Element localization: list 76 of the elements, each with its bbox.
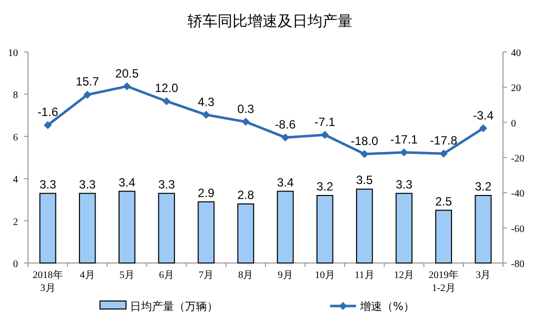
data-label: -7.1: [314, 114, 336, 129]
x-tick-label: 9月: [278, 270, 293, 281]
data-label: 2.8: [237, 188, 254, 202]
y2-tick-label: 20: [511, 83, 521, 94]
point: [122, 82, 131, 90]
point: [242, 118, 250, 126]
x-tick-label: 5月: [119, 270, 134, 281]
bar: [198, 201, 215, 264]
point: [44, 121, 52, 130]
chart-title: 轿车同比增速及日均产量: [188, 12, 352, 30]
y2-tick-label: 0: [511, 118, 516, 130]
data-label: 3.3: [158, 177, 176, 192]
y-tick-label: 10: [8, 48, 18, 59]
point: [202, 110, 210, 119]
data-label: 2.9: [198, 186, 215, 200]
x-tick-label: 10月: [314, 270, 335, 281]
data-label: 3.3: [396, 177, 413, 192]
y-tick-label: 6: [13, 132, 18, 144]
data-label: 15.7: [76, 74, 100, 89]
data-label: 3.2: [316, 179, 334, 194]
legend-label: 增速（%）: [359, 300, 414, 313]
y-tick-label: 8: [13, 90, 18, 102]
data-label: 3.5: [356, 173, 374, 188]
x-tick-label: 7月: [198, 270, 214, 281]
y2-tick-label: -80: [511, 259, 524, 270]
bar: [118, 190, 136, 264]
bar: [39, 192, 56, 264]
bar: [276, 190, 294, 264]
data-label: -17.1: [390, 132, 418, 146]
point: [162, 97, 171, 106]
y-tick-label: 2: [13, 216, 18, 228]
data-label: 3.3: [39, 177, 56, 192]
bar: [237, 203, 254, 264]
x-tick-label: 3月: [476, 270, 491, 281]
x-tick-label: 11月: [354, 270, 374, 281]
y-tick-label: 0: [13, 259, 18, 270]
data-label: 2.5: [435, 194, 452, 208]
data-label: -3.4: [472, 108, 494, 122]
data-label: -17.8: [430, 134, 458, 148]
y2-tick-label: 40: [511, 48, 521, 59]
legend-label: 日均产量（万辆）: [130, 300, 218, 313]
data-label: 4.3: [198, 94, 215, 109]
data-label: -18.0: [350, 134, 378, 148]
data-label: -1.6: [37, 105, 58, 120]
data-label: 3.2: [474, 179, 492, 194]
data-label: 12.0: [154, 81, 179, 96]
y2-tick-label: -20: [511, 154, 524, 164]
bar: [435, 210, 452, 264]
bar: [158, 192, 175, 264]
point: [440, 150, 448, 158]
x-tick-label: 2019年 1-2月: [428, 269, 459, 294]
bar: [78, 192, 96, 264]
bar: [396, 192, 412, 264]
x-tick-label: 6月: [159, 270, 174, 281]
x-tick-label: 12月: [394, 270, 414, 281]
bar: [474, 194, 492, 264]
point: [281, 133, 290, 142]
bar: [316, 194, 334, 264]
data-label: 20.5: [115, 66, 139, 80]
data-label: 0.3: [237, 102, 254, 116]
y-tick-label: 4: [13, 174, 18, 186]
日均产量（万辆）: 3.3 3.3 3.4 3.3 2.9 2.8 3.4 3.2 3.5 3.3 2.5 3.2: [39, 173, 492, 264]
point: [83, 90, 92, 99]
y2-tick-label: -60: [511, 224, 524, 235]
bar: [356, 188, 373, 264]
data-label: 3.4: [276, 175, 294, 190]
x-tick-label: 2018年 3月: [32, 269, 63, 294]
data-label: 3.4: [118, 175, 136, 190]
data-label: 3.3: [79, 177, 96, 192]
y2-tick-label: -40: [511, 188, 524, 200]
x-tick-label: 4月: [80, 270, 95, 281]
point: [479, 124, 488, 132]
point: [320, 130, 329, 139]
point: [360, 150, 368, 158]
data-label: -8.6: [274, 117, 296, 132]
x-tick-label: 8月: [238, 270, 254, 281]
